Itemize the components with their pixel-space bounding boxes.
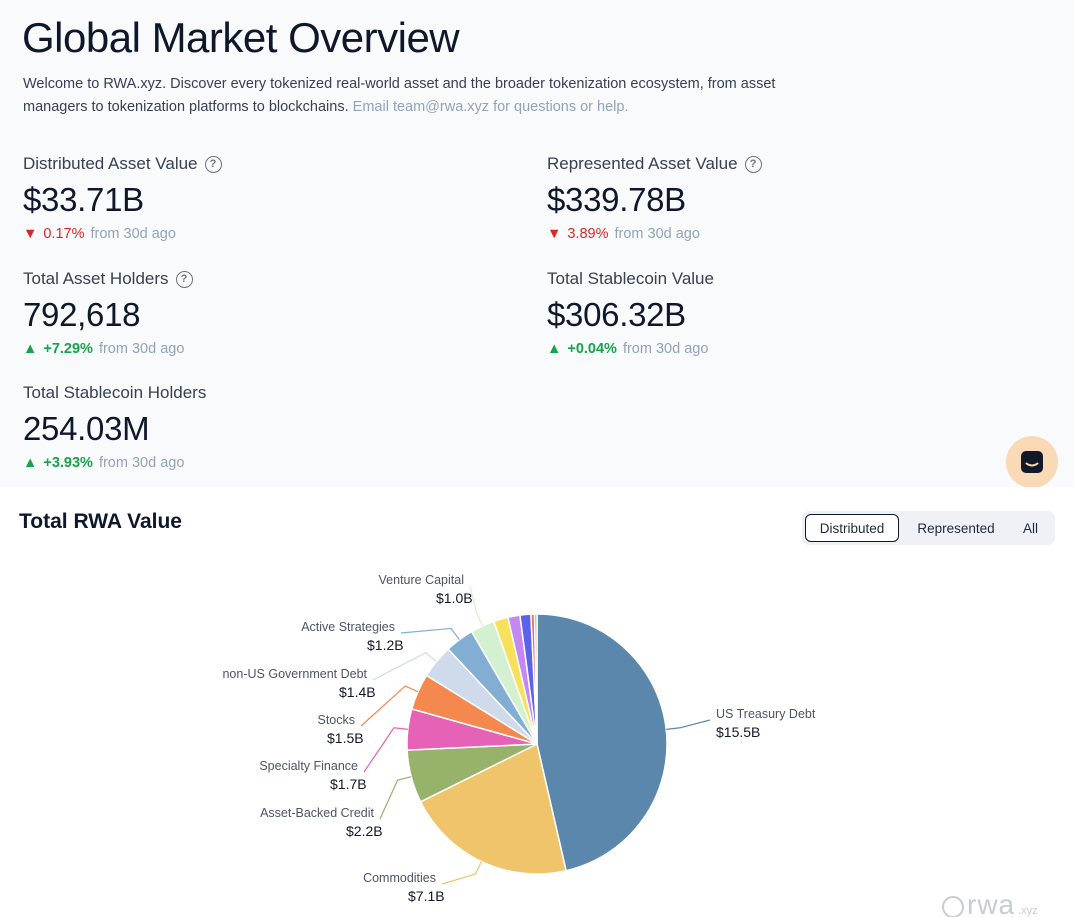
chat-button[interactable] — [1006, 436, 1058, 488]
trend-up-icon: ▲ — [23, 341, 38, 357]
metric-total-stablecoin-value: Total Stablecoin Value $306.32B ▲ +0.04%… — [547, 269, 714, 357]
leader-line — [360, 685, 419, 727]
watermark-suffix: .xyz — [1018, 905, 1038, 917]
slice-label-value: $1.5B — [327, 730, 364, 746]
globe-icon — [942, 896, 964, 917]
help-icon[interactable]: ? — [744, 155, 762, 173]
slice-label-name: non-US Government Debt — [222, 667, 367, 681]
slice-label-value: $15.5B — [716, 724, 760, 740]
slice-label-value: $1.7B — [330, 776, 367, 792]
metric-change: 0.17% — [43, 226, 85, 242]
slice-label-value: $1.4B — [339, 684, 376, 700]
slice-label-name: Venture Capital — [379, 573, 464, 587]
slice-label-value: $2.2B — [346, 823, 383, 839]
metric-distributed-asset-value: Distributed Asset Value ? $33.71B ▼ 0.17… — [23, 154, 222, 242]
page-title: Global Market Overview — [22, 14, 460, 61]
leader-line — [469, 585, 484, 627]
help-icon[interactable]: ? — [175, 270, 193, 288]
metric-change: 3.89% — [567, 226, 609, 242]
total-rwa-value-panel: Total RWA Value Distributed Represented … — [0, 487, 1074, 917]
leader-line — [379, 776, 412, 820]
metric-value: $306.32B — [547, 296, 686, 333]
trend-down-icon: ▼ — [23, 226, 38, 242]
toggle-distributed[interactable]: Distributed — [805, 514, 899, 542]
metric-label: Total Stablecoin Holders — [23, 383, 207, 402]
metric-since: from 30d ago — [622, 341, 709, 357]
metric-represented-asset-value: Represented Asset Value ? $339.78B ▼ 3.8… — [547, 154, 762, 242]
slice-label-value: $7.1B — [408, 888, 445, 904]
rwa-watermark: rwa .xyz — [942, 889, 1038, 917]
slice-label-value: $1.0B — [436, 590, 473, 606]
slice-label-name: Asset-Backed Credit — [260, 806, 374, 820]
slice-label-name: US Treasury Debt — [716, 707, 816, 721]
metric-value: $33.71B — [23, 181, 144, 218]
metric-since: from 30d ago — [98, 455, 185, 471]
metric-since: from 30d ago — [90, 226, 176, 242]
metric-total-stablecoin-holders: Total Stablecoin Holders 254.03M ▲ +3.93… — [23, 383, 206, 471]
watermark-text: rwa — [967, 889, 1016, 917]
leader-line — [400, 627, 460, 641]
slice-label-name: Specialty Finance — [259, 759, 358, 773]
pie-slice-minor[interactable] — [533, 613, 538, 745]
metric-value: 792,618 — [23, 296, 141, 333]
trend-down-icon: ▼ — [547, 226, 562, 242]
metric-total-asset-holders: Total Asset Holders ? 792,618 ▲ +7.29% f… — [23, 269, 193, 357]
metric-change: +3.93% — [43, 455, 93, 471]
rwa-pie-chart: US Treasury Debt $15.5B Commodities $7.1B As… — [222, 573, 816, 904]
toggle-represented[interactable]: Represented — [917, 520, 995, 536]
chart-title: Total RWA Value — [19, 510, 182, 533]
metric-since: from 30d ago — [614, 226, 700, 242]
slice-label-name: Stocks — [317, 713, 355, 727]
leader-line — [363, 727, 408, 773]
pie-slice-commodities[interactable] — [419, 742, 567, 875]
metric-change: +0.04% — [567, 341, 617, 357]
metric-value: $339.78B — [547, 181, 686, 218]
metric-since: from 30d ago — [98, 341, 185, 357]
leader-line — [441, 861, 482, 885]
trend-up-icon: ▲ — [23, 455, 38, 471]
intro-contact-link[interactable]: Email team@rwa.xyz for questions or help… — [352, 99, 629, 115]
market-overview-section: Global Market Overview Welcome to RWA.xy… — [22, 14, 823, 471]
chat-icon — [1021, 451, 1043, 473]
metric-label: Distributed Asset Value — [23, 154, 198, 173]
slice-label-name: Commodities — [363, 871, 436, 885]
metric-label: Total Asset Holders — [23, 269, 169, 288]
intro-description: Welcome to RWA.xyz. Discover every token… — [23, 76, 776, 115]
slice-label-name: Active Strategies — [301, 620, 395, 634]
trend-up-icon: ▲ — [547, 341, 562, 357]
metric-change: +7.29% — [43, 341, 93, 357]
toggle-all[interactable]: All — [1022, 520, 1038, 536]
leader-line — [666, 719, 711, 730]
slice-label-value: $1.2B — [367, 637, 404, 653]
metric-label: Total Stablecoin Value — [547, 269, 714, 288]
intro-text: Welcome to RWA.xyz. Discover every token… — [23, 73, 823, 119]
leader-line — [372, 651, 437, 681]
metric-value: 254.03M — [23, 410, 150, 447]
help-icon[interactable]: ? — [204, 155, 222, 173]
value-type-toggle: Distributed Represented All — [802, 511, 1055, 545]
metric-label: Represented Asset Value — [547, 154, 738, 173]
